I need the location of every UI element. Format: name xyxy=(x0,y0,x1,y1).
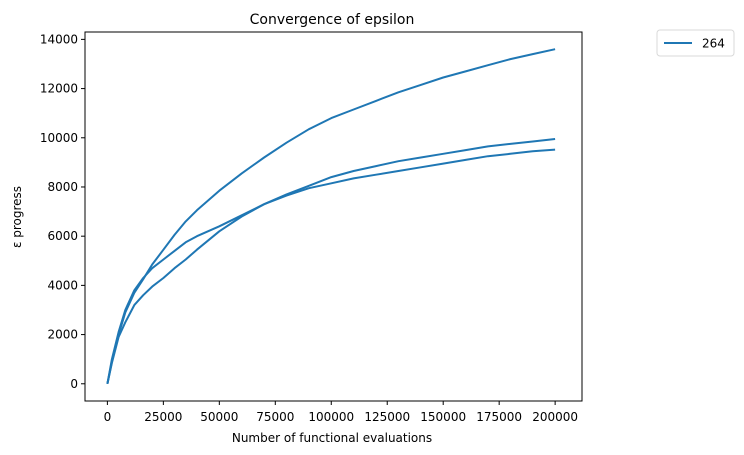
y-tick-label: 14000 xyxy=(40,32,78,46)
y-tick-label: 0 xyxy=(70,377,78,391)
chart-title: Convergence of epsilon xyxy=(250,12,415,28)
y-axis-label: ε progress xyxy=(10,186,24,248)
y-tick-label: 6000 xyxy=(47,229,78,243)
x-axis-label: Number of functional evaluations xyxy=(232,431,432,445)
x-tick-label: 200000 xyxy=(532,410,578,424)
series-lines xyxy=(106,48,556,385)
y-tick-label: 4000 xyxy=(47,278,78,292)
y-tick-label: 12000 xyxy=(40,82,78,96)
x-tick-label: 175000 xyxy=(476,410,522,424)
x-tick-label: 50000 xyxy=(200,410,238,424)
series-line-3 xyxy=(106,148,556,385)
x-tick-label: 0 xyxy=(104,410,112,424)
y-tick-label: 2000 xyxy=(47,328,78,342)
y-tick-label: 10000 xyxy=(40,131,78,145)
plot-area xyxy=(84,31,583,402)
x-tick-label: 150000 xyxy=(420,410,466,424)
x-tick-label: 75000 xyxy=(256,410,294,424)
x-axis-ticks: 0 25000 50000 75000 100000 125000 150000 175000… xyxy=(104,401,578,424)
y-axis-ticks: 0 2000 4000 6000 8000 10000 12000 14000 xyxy=(40,32,85,391)
series-line-1 xyxy=(106,48,556,384)
series-line-2 xyxy=(106,138,556,384)
legend-entry-264: 264 xyxy=(702,37,725,51)
legend: 264 xyxy=(656,29,735,57)
x-tick-label: 125000 xyxy=(364,410,410,424)
y-tick-label: 8000 xyxy=(47,180,78,194)
x-tick-label: 100000 xyxy=(308,410,354,424)
plot-frame xyxy=(84,31,583,402)
legend-box xyxy=(656,29,735,57)
x-tick-label: 25000 xyxy=(144,410,182,424)
